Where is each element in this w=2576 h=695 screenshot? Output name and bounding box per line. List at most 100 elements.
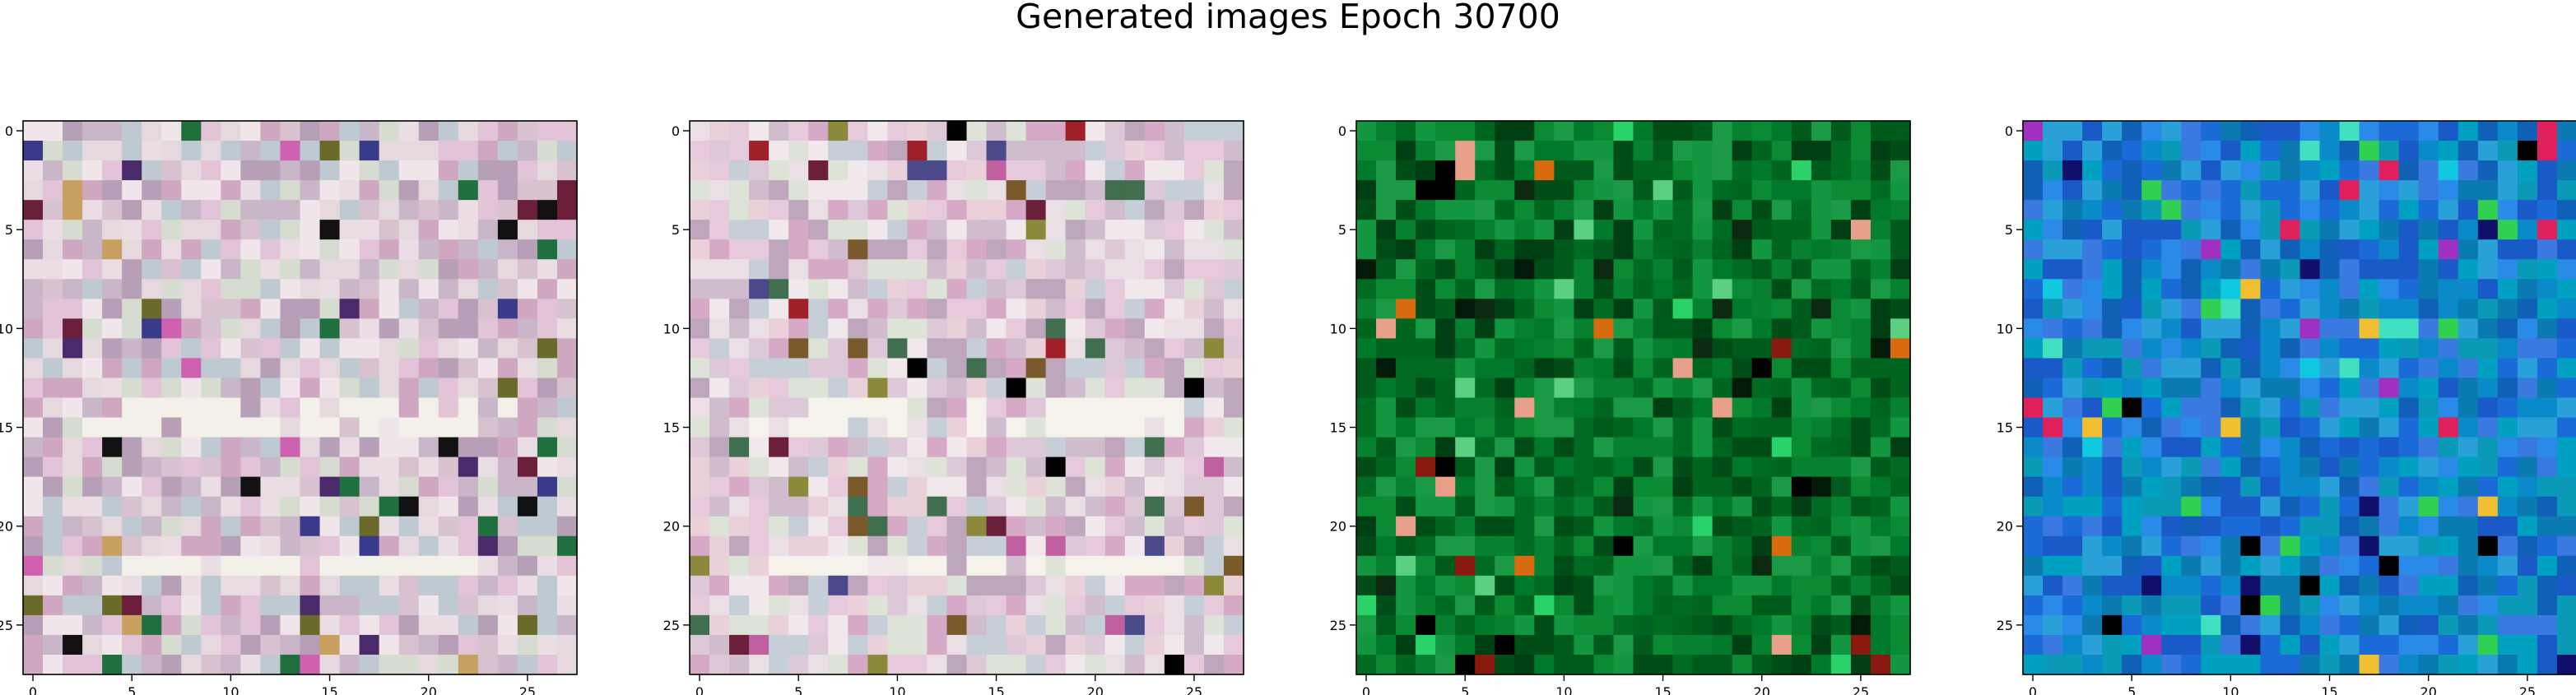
y-tick-label: 15 — [1330, 420, 1346, 436]
pixel-cell — [2418, 160, 2439, 181]
pixel-cell — [1771, 476, 1793, 498]
pixel-cell — [1396, 595, 1416, 616]
pixel-cell — [986, 180, 1007, 201]
pixel-cell — [556, 338, 578, 359]
pixel-cell — [2201, 516, 2221, 537]
pixel-cell — [2319, 338, 2341, 359]
pixel-cell — [1183, 575, 1205, 596]
pixel-cell — [1830, 378, 1852, 399]
pixel-cell — [23, 614, 44, 636]
pixel-cell — [398, 200, 420, 220]
pixel-cell — [2457, 160, 2479, 181]
pixel-cell — [2141, 259, 2162, 280]
pixel-cell — [1495, 496, 1515, 517]
pixel-cell — [221, 318, 241, 339]
pixel-cell — [2497, 397, 2518, 419]
pixel-cell — [418, 279, 439, 299]
pixel-cell — [1613, 634, 1634, 656]
pixel-cell — [1732, 220, 1753, 240]
pixel-cell — [2378, 200, 2400, 220]
pixel-cell — [280, 160, 301, 181]
pixel-cell — [2023, 516, 2044, 537]
pixel-cell — [1672, 259, 1694, 280]
pixel-cell — [1223, 358, 1244, 379]
pixel-cell — [749, 160, 770, 181]
pixel-cell — [1376, 634, 1397, 656]
pixel-cell — [1396, 417, 1416, 438]
pixel-cell — [260, 476, 281, 498]
pixel-cell — [359, 555, 380, 577]
pixel-cell — [1593, 220, 1615, 240]
pixel-cell — [1653, 417, 1674, 438]
pixel-cell — [23, 378, 44, 399]
pixel-cell — [1203, 437, 1225, 458]
pixel-cell — [1791, 614, 1812, 636]
pixel-cell — [43, 555, 63, 577]
pixel-cell — [379, 239, 400, 260]
pixel-cell — [537, 654, 558, 675]
pixel-cell — [2141, 358, 2162, 379]
pixel-cell — [749, 516, 770, 537]
pixel-cell — [1751, 476, 1773, 498]
pixel-cell — [2378, 535, 2400, 557]
pixel-cell — [2023, 476, 2044, 498]
pixel-cell — [1890, 259, 1911, 280]
pixel-cell — [142, 456, 162, 478]
pixel-cell — [2556, 239, 2576, 260]
pixel-cell — [1025, 141, 1047, 161]
pixel-cell — [1613, 614, 1634, 636]
pixel-cell — [2102, 476, 2123, 498]
pixel-cell — [2339, 654, 2360, 675]
pixel-cell — [2299, 417, 2321, 438]
pixel-cell — [23, 121, 44, 141]
pixel-cell — [102, 614, 123, 636]
pixel-cell — [438, 299, 459, 319]
pixel-cell — [927, 654, 948, 675]
pixel-cell — [458, 476, 479, 498]
pixel-cell — [102, 358, 123, 379]
pixel-cell — [319, 200, 341, 220]
pixel-cell — [848, 259, 868, 280]
pixel-cell — [2082, 437, 2103, 458]
pixel-cell — [201, 279, 221, 299]
pixel-cell — [1495, 121, 1515, 141]
pixel-cell — [82, 259, 103, 280]
pixel-cell — [1712, 318, 1733, 339]
pixel-cell — [122, 555, 142, 577]
pixel-cell — [63, 279, 83, 299]
pixel-cell — [927, 496, 948, 517]
pixel-cell — [2043, 141, 2063, 161]
pixel-cell — [986, 535, 1007, 557]
pixel-cell — [1830, 239, 1852, 260]
pixel-cell — [2477, 121, 2499, 141]
pixel-cell — [300, 299, 321, 319]
pixel-cell — [339, 358, 360, 379]
pixel-cell — [201, 437, 221, 458]
pixel-cell — [497, 259, 518, 280]
pixel-cell — [2141, 456, 2162, 478]
pixel-cell — [986, 378, 1007, 399]
pixel-cell — [1144, 575, 1165, 596]
pixel-cell — [2319, 555, 2341, 577]
pixel-cell — [1124, 259, 1146, 280]
pixel-cell — [927, 535, 948, 557]
pixel-cell — [2536, 575, 2558, 596]
pixel-cell — [1771, 555, 1793, 577]
pixel-cell — [398, 496, 420, 517]
pixel-cell — [2339, 220, 2360, 240]
pixel-cell — [1495, 279, 1515, 299]
pixel-cell — [517, 121, 538, 141]
pixel-cell — [2359, 318, 2380, 339]
pixel-cell — [1065, 220, 1086, 240]
pixel-cell — [1613, 358, 1634, 379]
pixel-cell — [2082, 318, 2103, 339]
pixel-cell — [280, 654, 301, 675]
x-tick-label: 10 — [222, 684, 239, 695]
pixel-cell — [2062, 575, 2083, 596]
pixel-cell — [2220, 121, 2241, 141]
pixel-cell — [477, 397, 499, 419]
pixel-cell — [2477, 535, 2499, 557]
pixel-cell — [260, 121, 281, 141]
pixel-cell — [2280, 575, 2301, 596]
pixel-cell — [1104, 318, 1126, 339]
